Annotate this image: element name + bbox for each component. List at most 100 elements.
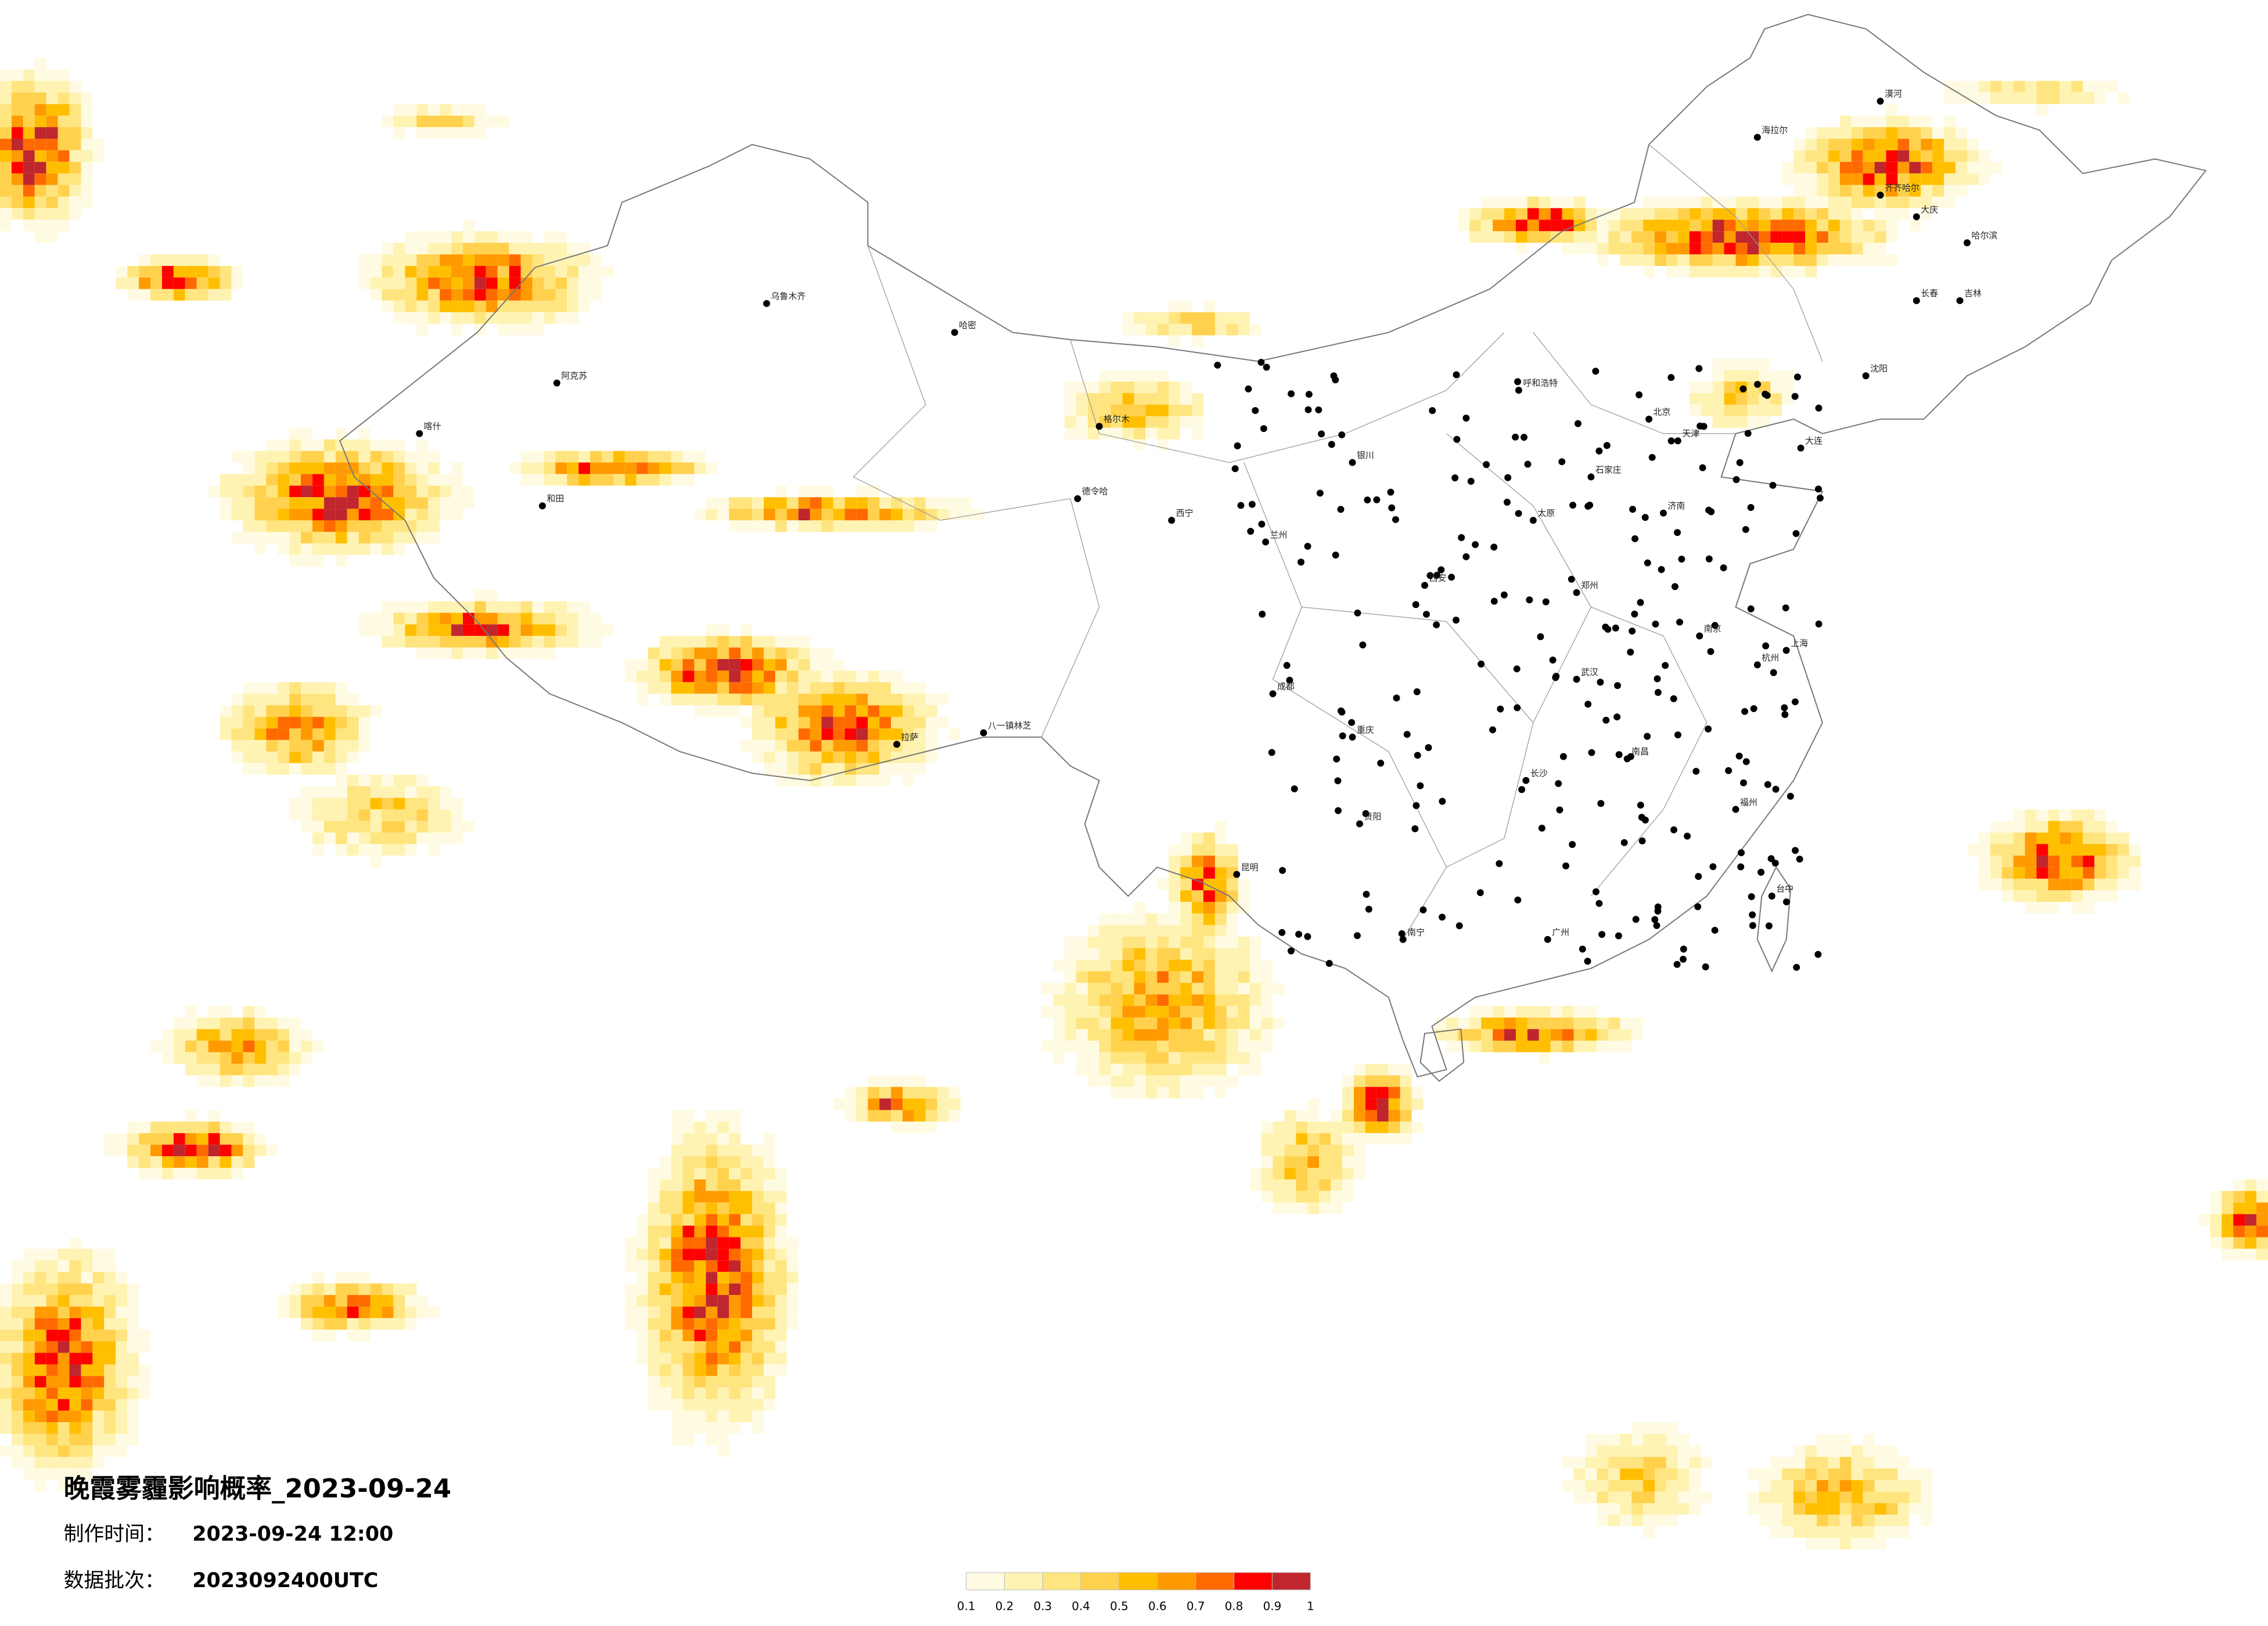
haze-cell — [347, 809, 359, 821]
haze-cell — [1956, 150, 1967, 162]
haze-cell — [555, 624, 567, 636]
haze-cell — [405, 786, 417, 798]
haze-cell — [2129, 867, 2141, 879]
city-dot — [1595, 447, 1603, 455]
haze-cell — [127, 1283, 139, 1296]
haze-cell — [624, 1306, 637, 1318]
haze-cell — [1331, 1145, 1343, 1157]
haze-cell — [1816, 254, 1828, 266]
haze-cell — [1816, 1526, 1828, 1538]
haze-cell — [220, 728, 232, 740]
haze-cell — [278, 451, 290, 463]
city-dot — [1741, 708, 1749, 715]
haze-cell — [382, 1295, 394, 1307]
haze-cell — [370, 832, 382, 844]
haze-cell — [1493, 1029, 1505, 1041]
haze-cell — [648, 682, 660, 694]
haze-cell — [312, 763, 324, 775]
haze-cell — [382, 531, 394, 544]
haze-cell — [1145, 971, 1158, 983]
haze-cell — [1192, 855, 1204, 868]
haze-cell — [741, 1156, 753, 1168]
haze-cell — [775, 1190, 787, 1203]
haze-cell — [1192, 890, 1204, 902]
haze-cell — [752, 1249, 764, 1261]
haze-cell — [1839, 185, 1852, 197]
haze-cell — [278, 1017, 290, 1030]
haze-cell — [1956, 127, 1967, 139]
haze-cell — [1793, 185, 1806, 197]
haze-cell — [1122, 393, 1134, 405]
haze-cell — [1816, 1503, 1828, 1515]
haze-cell — [648, 670, 660, 682]
haze-cell — [1515, 231, 1527, 243]
haze-cell — [46, 173, 58, 185]
haze-cell — [1180, 948, 1192, 960]
haze-cell — [324, 474, 336, 486]
haze-cell — [741, 693, 753, 706]
haze-cell — [1226, 959, 1238, 972]
haze-cell — [1296, 1202, 1308, 1214]
haze-cell — [11, 1329, 23, 1341]
haze-cell — [1110, 971, 1123, 983]
haze-cell — [382, 116, 394, 128]
haze-cell — [1192, 1087, 1204, 1099]
haze-cell — [139, 265, 151, 278]
haze-cell — [312, 543, 324, 555]
haze-cell — [1342, 1133, 1354, 1145]
haze-cell — [1076, 382, 1088, 393]
haze-cell — [741, 1283, 753, 1296]
haze-cell — [1145, 312, 1158, 324]
city-label: 福州 — [1740, 797, 1757, 807]
haze-cell — [2059, 81, 2072, 93]
city-dot — [1796, 855, 1803, 863]
haze-cell — [34, 1411, 46, 1423]
haze-cell — [833, 705, 845, 717]
haze-cell — [903, 1075, 914, 1087]
haze-cell — [1839, 220, 1852, 232]
haze-cell — [46, 81, 58, 93]
city-dot — [1652, 620, 1659, 628]
haze-cell — [694, 1225, 706, 1238]
haze-cell — [266, 451, 278, 463]
haze-cell — [798, 670, 810, 682]
haze-cell — [520, 243, 533, 255]
haze-cell — [741, 659, 753, 671]
haze-cell — [752, 1399, 764, 1411]
haze-cell — [856, 1087, 868, 1099]
haze-cell — [46, 1341, 58, 1353]
haze-cell — [729, 1110, 741, 1122]
city-dot — [1602, 623, 1609, 631]
haze-cell — [1562, 1006, 1574, 1018]
haze-cell — [69, 1283, 81, 1296]
haze-cell — [717, 1433, 729, 1445]
haze-cell — [798, 751, 810, 764]
haze-cell — [278, 531, 290, 544]
haze-cell — [1655, 1503, 1666, 1515]
city-dot — [1644, 732, 1651, 740]
haze-cell — [370, 254, 382, 266]
haze-cell — [243, 1041, 255, 1052]
haze-cell — [81, 1272, 93, 1284]
city-dot — [1562, 862, 1570, 870]
haze-cell — [1180, 393, 1192, 405]
haze-cell — [925, 728, 937, 740]
haze-cell — [11, 1260, 23, 1272]
haze-cell — [104, 1433, 116, 1445]
haze-cell — [1805, 161, 1817, 174]
haze-cell — [833, 693, 845, 706]
haze-cell — [428, 104, 440, 116]
haze-cell — [57, 1295, 70, 1307]
haze-cell — [127, 1376, 139, 1388]
haze-cell — [1064, 959, 1076, 972]
haze-cell — [1712, 404, 1724, 416]
haze-cell — [1620, 1433, 1632, 1445]
haze-cell — [1921, 116, 1933, 128]
haze-cell — [844, 740, 857, 752]
haze-cell — [1956, 161, 1967, 174]
haze-cell — [1365, 1075, 1377, 1087]
haze-cell — [717, 682, 729, 694]
haze-cell — [2036, 879, 2048, 891]
haze-cell — [1203, 948, 1215, 960]
haze-cell — [706, 624, 718, 636]
